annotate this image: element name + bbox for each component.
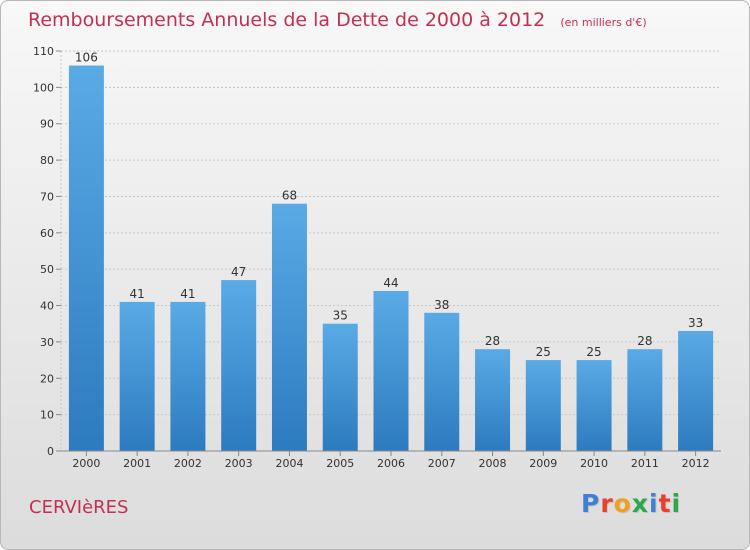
bars [68,65,714,451]
x-tick-label: 2000 [72,457,100,470]
data-label: 47 [231,265,246,279]
x-tick-label: 2006 [377,457,405,470]
x-tick-label: 2011 [631,457,659,470]
y-tick-label: 90 [40,118,54,131]
bar-2012 [678,331,714,451]
x-tick-label: 2005 [326,457,354,470]
x-tick-label: 2002 [174,457,202,470]
data-label: 41 [180,287,195,301]
x-tick-label: 2009 [529,457,557,470]
chart-title: Remboursements Annuels de la Dette de 20… [28,9,647,31]
bar-2003 [221,280,257,451]
bar-2007 [424,312,460,451]
data-label: 68 [282,189,297,203]
x-tick-label: 2001 [123,457,151,470]
logo-letter: i [649,489,659,518]
logo-letter: i [671,489,682,518]
bar-2004 [271,203,307,451]
data-label: 35 [333,309,348,323]
bar-2001 [119,301,155,451]
y-tick-label: 100 [33,81,54,94]
logo-letter: r [600,489,614,518]
data-label: 106 [75,51,98,65]
data-label: 28 [637,334,652,348]
data-label: 25 [586,345,601,359]
logo-letter: t [658,489,672,518]
y-axis-ticks: 0 10 20 30 40 50 60 70 80 90 100 110 [33,45,61,458]
y-tick-label: 70 [40,190,54,203]
data-label: 28 [485,334,500,348]
logo-letter: P [581,489,601,518]
y-tick-label: 80 [40,154,54,167]
logo-letter: x [631,489,649,518]
x-tick-label: 2012 [682,457,710,470]
data-label: 41 [130,287,145,301]
y-tick-label: 40 [40,300,54,313]
x-tick-label: 2010 [580,457,608,470]
bar-2002 [170,301,206,451]
y-tick-label: 110 [33,45,54,58]
x-axis-ticks: 2000 2001 2002 2003 2004 2005 2006 2007 2008 2009… [72,451,710,470]
data-label: 33 [688,316,703,330]
x-tick-label: 2007 [428,457,456,470]
bar-2011 [627,349,663,451]
bar-2009 [525,360,561,451]
chart-unit-note: (en milliers d'€) [560,16,647,29]
x-tick-label: 2004 [275,457,303,470]
data-label: 38 [434,298,449,312]
y-tick-label: 50 [40,263,54,276]
bar-2006 [373,291,409,451]
proxiti-logo[interactable]: Proxiti [581,489,681,518]
data-label: 44 [383,276,398,290]
logo-letter: o [613,489,632,518]
y-tick-label: 0 [47,445,54,458]
commune-name: CERVIèRES [29,497,129,518]
bar-2000 [68,65,104,451]
y-tick-label: 60 [40,227,54,240]
data-label: 25 [536,345,551,359]
x-tick-label: 2008 [479,457,507,470]
y-tick-label: 20 [40,372,54,385]
data-labels: 106 41 41 47 68 35 44 38 28 25 25 28 33 [75,51,703,360]
y-tick-label: 10 [40,409,54,422]
bar-2008 [475,349,511,451]
y-tick-label: 30 [40,336,54,349]
chart-title-text: Remboursements Annuels de la Dette de 20… [28,9,546,31]
bar-2010 [576,360,612,451]
x-tick-label: 2003 [225,457,253,470]
bar-2005 [322,323,358,451]
